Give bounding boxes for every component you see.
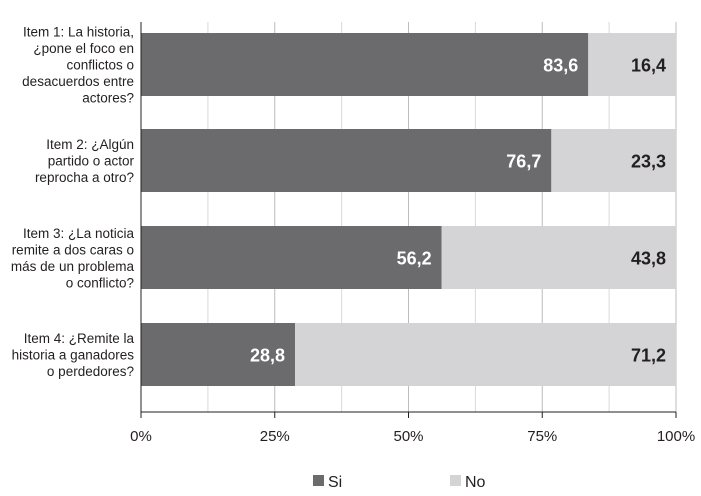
bar-no-1 [588, 33, 676, 96]
bar-si-3 [141, 226, 442, 289]
category-label-line: historia a ganadores [12, 348, 135, 363]
category-label-line: conflictos o [66, 58, 134, 73]
data-label-si-1: 83,6 [543, 56, 578, 76]
bar-no-3 [441, 226, 676, 289]
data-label-si-3: 56,2 [397, 249, 432, 269]
data-label-no-1: 16,4 [631, 56, 666, 76]
data-label-no-2: 23,3 [631, 152, 666, 172]
legend-swatch-no [450, 475, 461, 486]
category-label-line: o perdedores? [47, 364, 134, 379]
data-label-si-2: 76,7 [506, 152, 541, 172]
x-tick-label: 0% [130, 428, 152, 445]
category-label-line: remite a dos caras o [12, 242, 134, 257]
category-label-line: o conflicto? [66, 275, 134, 290]
bars: 83,6 16,4 76,7 23,3 56,2 43,8 28,8 71,2 [141, 33, 676, 386]
category-label-line: Item 4: ¿Remite la [24, 331, 135, 346]
x-axis: 0% 25% 50% 75% 100% [130, 22, 695, 445]
data-label-no-3: 43,8 [631, 249, 666, 269]
data-label-si-4: 28,8 [250, 346, 285, 366]
category-label-1: Item 1: La historia,¿pone el foco en conf… [22, 25, 134, 106]
bar-si-1 [141, 33, 589, 96]
category-label-line: más de un problema [11, 259, 135, 274]
data-label-no-4: 71,2 [631, 346, 666, 366]
category-label-4: Item 4: ¿Remite la historia a ganadoreso … [12, 331, 135, 379]
bar-no-4 [295, 323, 676, 386]
bar-no-2 [551, 129, 676, 192]
category-label-line: Item 2: ¿Algún [46, 137, 134, 152]
bar-si-2 [141, 129, 552, 192]
x-tick-label: 100% [657, 428, 695, 445]
legend-swatch-si [313, 475, 324, 486]
bar-si-4 [141, 323, 296, 386]
legend-label-no: No [465, 474, 486, 491]
category-label-line: desacuerdos entre [22, 74, 134, 89]
x-tick-label: 75% [527, 428, 557, 445]
category-label-line: actores? [82, 91, 134, 106]
category-label-line: ¿pone el foco en [33, 41, 134, 56]
category-label-line: partido o actor [48, 154, 135, 169]
x-tick-label: 25% [260, 428, 290, 445]
category-label-line: Item 1: La historia, [23, 25, 134, 40]
x-tick-label: 50% [393, 428, 423, 445]
legend-label-si: Si [328, 474, 342, 491]
category-label-line: Item 3: ¿La noticia [23, 226, 135, 241]
legend: Si No [313, 474, 486, 491]
category-label-line: reprocha a otro? [35, 170, 134, 185]
category-labels: Item 1: La historia,¿pone el foco en conf… [11, 25, 135, 380]
